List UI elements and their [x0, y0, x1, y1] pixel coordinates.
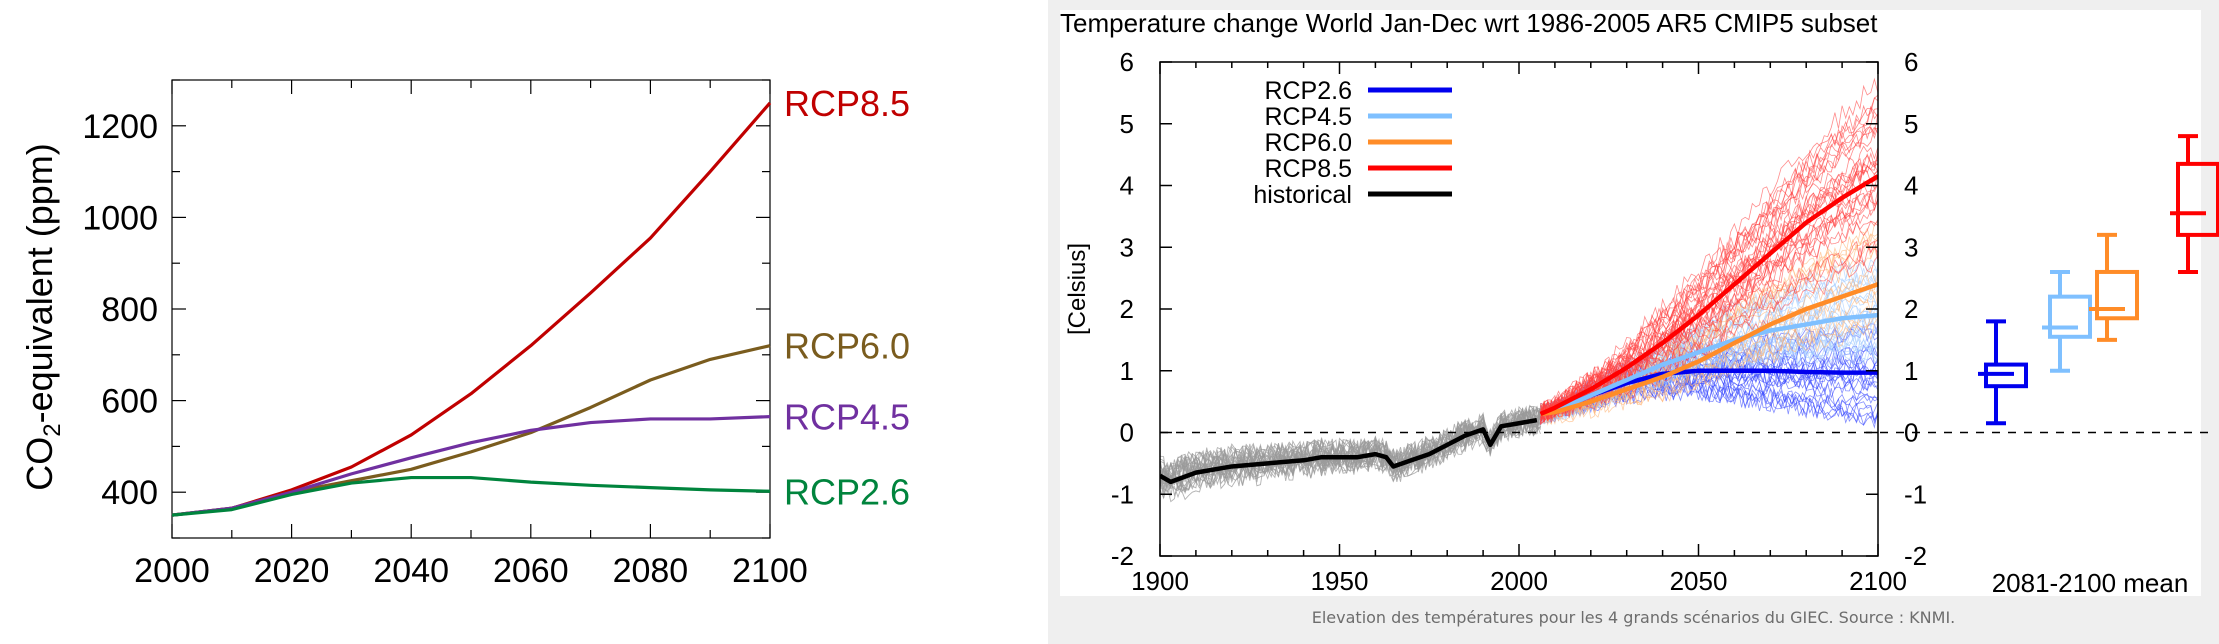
mean-line-rcp85	[1539, 174, 1878, 417]
panel-right-edge	[2201, 0, 2219, 644]
x-tick-label: 2000	[134, 552, 210, 590]
x-tick-label: 2060	[493, 552, 569, 590]
legend-label-rcp85: RCP8.5	[1264, 155, 1352, 183]
series-label-rcp60: RCP6.0	[784, 326, 910, 367]
y-tick-label-left: 0	[1120, 418, 1134, 448]
ensemble-member-rcp60	[1540, 317, 1878, 422]
legend-label-rcp26: RCP2.6	[1264, 77, 1352, 105]
y-tick-label-right: -2	[1904, 541, 1927, 571]
y-tick-label-right: 0	[1904, 418, 1918, 448]
y-axis-label: CO2-equivalent (ppm)	[19, 143, 66, 490]
mean-line-rcp60	[1540, 282, 1878, 417]
series-label-rcp45: RCP4.5	[784, 397, 910, 438]
y-tick-label-left: 5	[1120, 109, 1134, 139]
historical-ensemble-member	[1160, 412, 1541, 490]
panel-left-edge	[1048, 0, 1060, 596]
y-tick-label-left: 4	[1120, 171, 1134, 201]
y-tick-label: 600	[101, 383, 158, 421]
ensemble-member-rcp60	[1540, 315, 1878, 426]
boxplot-box-rcp60	[2095, 269, 2139, 321]
series-label-rcp85: RCP8.5	[784, 83, 910, 124]
ensemble-member-rcp85	[1540, 94, 1878, 414]
y-tick-label: 1200	[82, 108, 158, 146]
y-tick-label-left: -2	[1111, 541, 1134, 571]
temperature-change-chart: Temperature change World Jan-Dec wrt 198…	[1060, 8, 2219, 596]
chart-title: Temperature change World Jan-Dec wrt 198…	[1060, 8, 1878, 38]
x-tick-label: 2050	[1670, 566, 1728, 596]
series-line-rcp26	[171, 475, 771, 517]
y-tick-label: 400	[101, 474, 158, 512]
series-line-rcp45	[171, 415, 771, 517]
x-tick-label: 2100	[1849, 566, 1907, 596]
legend-label-rcp60: RCP6.0	[1264, 129, 1352, 157]
y-tick-label-right: 2	[1904, 294, 1918, 324]
y-tick-label-left: 1	[1120, 356, 1134, 386]
boxplot-label: 2081-2100 mean	[1992, 568, 2189, 596]
series-label-rcp26: RCP2.6	[784, 471, 910, 512]
y-tick-label-left: 6	[1120, 47, 1134, 77]
historical-ensemble-member	[1160, 407, 1541, 497]
x-tick-label: 1950	[1311, 566, 1369, 596]
y-tick-label-left: -1	[1111, 479, 1134, 509]
legend-label-rcp45: RCP4.5	[1264, 103, 1352, 131]
y-tick-label-right: 3	[1904, 232, 1918, 262]
y-tick-label-right: 5	[1904, 109, 1918, 139]
x-tick-label: 2000	[1490, 566, 1548, 596]
y-tick-label: 1000	[82, 199, 158, 237]
mean-line-rcp45	[1540, 312, 1878, 417]
x-tick-label: 2100	[732, 552, 808, 590]
x-tick-label: 1900	[1131, 566, 1189, 596]
y-tick-label-left: 3	[1120, 232, 1134, 262]
plot-frame	[171, 79, 771, 539]
y-tick-label-right: 4	[1904, 171, 1918, 201]
y-tick-label-right: 1	[1904, 356, 1918, 386]
mean-line-historical	[1160, 417, 1538, 485]
caption-bar	[1048, 596, 2219, 644]
y-tick-label: 800	[101, 291, 158, 329]
ensemble-member-rcp85	[1540, 163, 1878, 416]
y-tick-label-left: 2	[1120, 294, 1134, 324]
x-tick-label: 2020	[254, 552, 330, 590]
right-panel-background	[1048, 0, 2219, 596]
plot-area	[1160, 77, 1878, 503]
boxplot-box-rcp85	[2176, 161, 2219, 237]
co2-equivalent-chart: 400 600 800 1000 1200 2000 2020 2040 2060 2080 210…	[19, 79, 910, 590]
boxplot-box-rcp45	[2048, 294, 2092, 339]
panel-top-edge	[1048, 0, 2219, 10]
figure-caption: Elevation des températures pour les 4 gr…	[1311, 608, 1956, 627]
x-tick-label: 2040	[373, 552, 449, 590]
x-tick-label: 2080	[613, 552, 689, 590]
y-tick-label-right: -1	[1904, 479, 1927, 509]
ensemble-member-rcp85	[1540, 112, 1878, 423]
y-axis-label: [Celsius]	[1064, 243, 1091, 335]
legend-label-historical: historical	[1253, 181, 1352, 209]
ensemble-member-rcp85	[1540, 239, 1878, 417]
ensemble-member-rcp85	[1540, 106, 1878, 425]
y-tick-label-right: 6	[1904, 47, 1918, 77]
